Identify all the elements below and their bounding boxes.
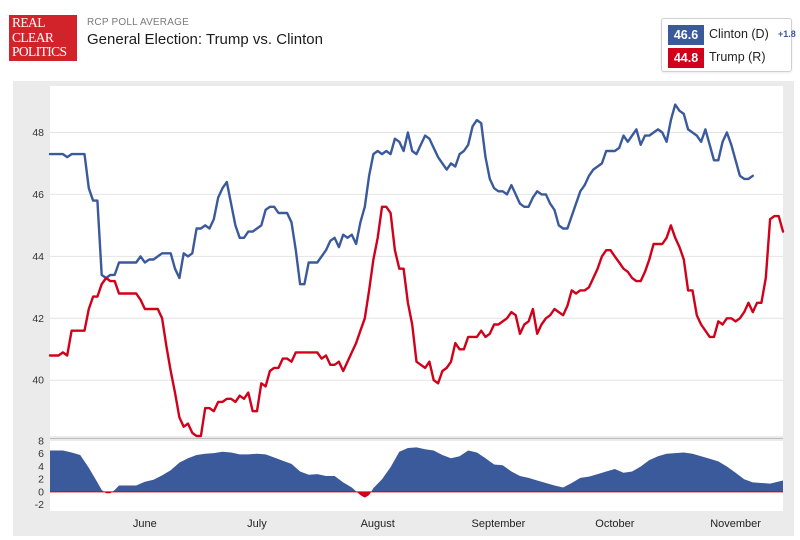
x-tick-label: June (133, 518, 157, 530)
y-tick-label: 40 (32, 375, 44, 387)
y-tick-label: 42 (32, 313, 44, 325)
spread-y-tick-label: -2 (35, 499, 44, 511)
chart-panel[interactable]: 40 42 44 46 48 8 6 4 2 0 -2 June July August September… (13, 81, 794, 536)
spread-y-tick-label: 0 (38, 486, 44, 498)
clinton-spread: +1.8 (778, 29, 796, 39)
logo-line-3: POLITICS (12, 44, 67, 59)
legend-item-clinton[interactable]: 46.6 Clinton (D) +1.8 (668, 25, 796, 45)
page-title: General Election: Trump vs. Clinton (87, 31, 323, 48)
y-tick-label: 46 (32, 189, 44, 201)
clinton-line (48, 103, 754, 286)
x-tick-label: August (361, 518, 395, 530)
spread-y-tick-label: 4 (38, 461, 44, 473)
spread-y-tick-label: 2 (38, 474, 44, 486)
spread-area-positive (50, 447, 783, 492)
header: REAL CLEAR POLITICS RCP POLL AVERAGE Gen… (0, 0, 800, 78)
spread-y-tick-label: 8 (38, 436, 44, 448)
legend-item-trump[interactable]: 44.8 Trump (R) (668, 48, 790, 68)
x-tick-label: July (247, 518, 267, 530)
trump-line (48, 205, 785, 438)
trump-value-badge: 44.8 (668, 48, 704, 68)
clinton-legend-label: Clinton (D) (709, 27, 769, 41)
spread-y-tick-label: 6 (38, 448, 44, 460)
chart-legend: 46.6 Clinton (D) +1.8 44.8 Trump (R) (661, 18, 796, 72)
logo-line-1: REAL (12, 15, 45, 30)
clinton-value-badge: 46.6 (668, 25, 704, 45)
y-tick-label: 44 (32, 251, 44, 263)
x-tick-label: October (595, 518, 634, 530)
trump-legend-label: Trump (R) (709, 50, 766, 64)
main-plot-area (50, 86, 783, 436)
x-tick-label: September (472, 518, 526, 530)
rcp-logo[interactable]: REAL CLEAR POLITICS (9, 15, 77, 61)
poll-average-kicker: RCP POLL AVERAGE (87, 17, 189, 28)
y-tick-label: 48 (32, 127, 44, 139)
x-tick-label: November (710, 518, 761, 530)
logo-line-2: CLEAR (12, 29, 54, 45)
